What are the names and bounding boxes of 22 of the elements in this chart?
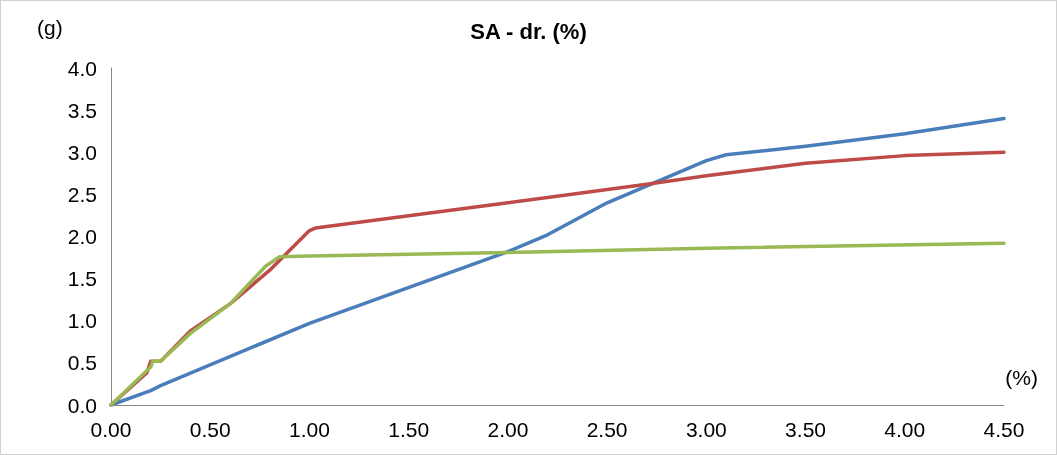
x-tick-label: 1.50 [388,418,430,441]
x-tick-label: 0.50 [189,418,231,441]
y-tick-label: 4.0 [67,56,97,80]
y-tick-label: 3.0 [67,140,97,164]
y-tick-label: 2.0 [67,225,97,248]
x-tick-label: 4.00 [884,418,926,441]
y-tick-label: 3.5 [67,98,97,122]
x-tick-label: 4.50 [983,418,1025,441]
y-tick-label: 1.0 [67,309,97,333]
x-axis-title: (%) [1005,366,1039,389]
x-tick-label: 0.00 [90,418,132,441]
x-tick-label: 3.00 [685,418,727,441]
x-tick-label: 1.00 [289,418,330,441]
y-tick-label: 0.0 [67,393,97,417]
x-tick-label: 2.00 [487,418,529,441]
x-tick-label: 2.50 [586,418,628,441]
x-tick-label: 3.50 [785,418,826,441]
y-tick-label: 1.5 [67,267,97,291]
y-axis-title: (g) [37,16,63,39]
y-tick-label: 0.5 [67,351,97,375]
chart-title: SA - dr. (%) [470,18,587,44]
y-tick-label: 2.5 [67,182,97,206]
